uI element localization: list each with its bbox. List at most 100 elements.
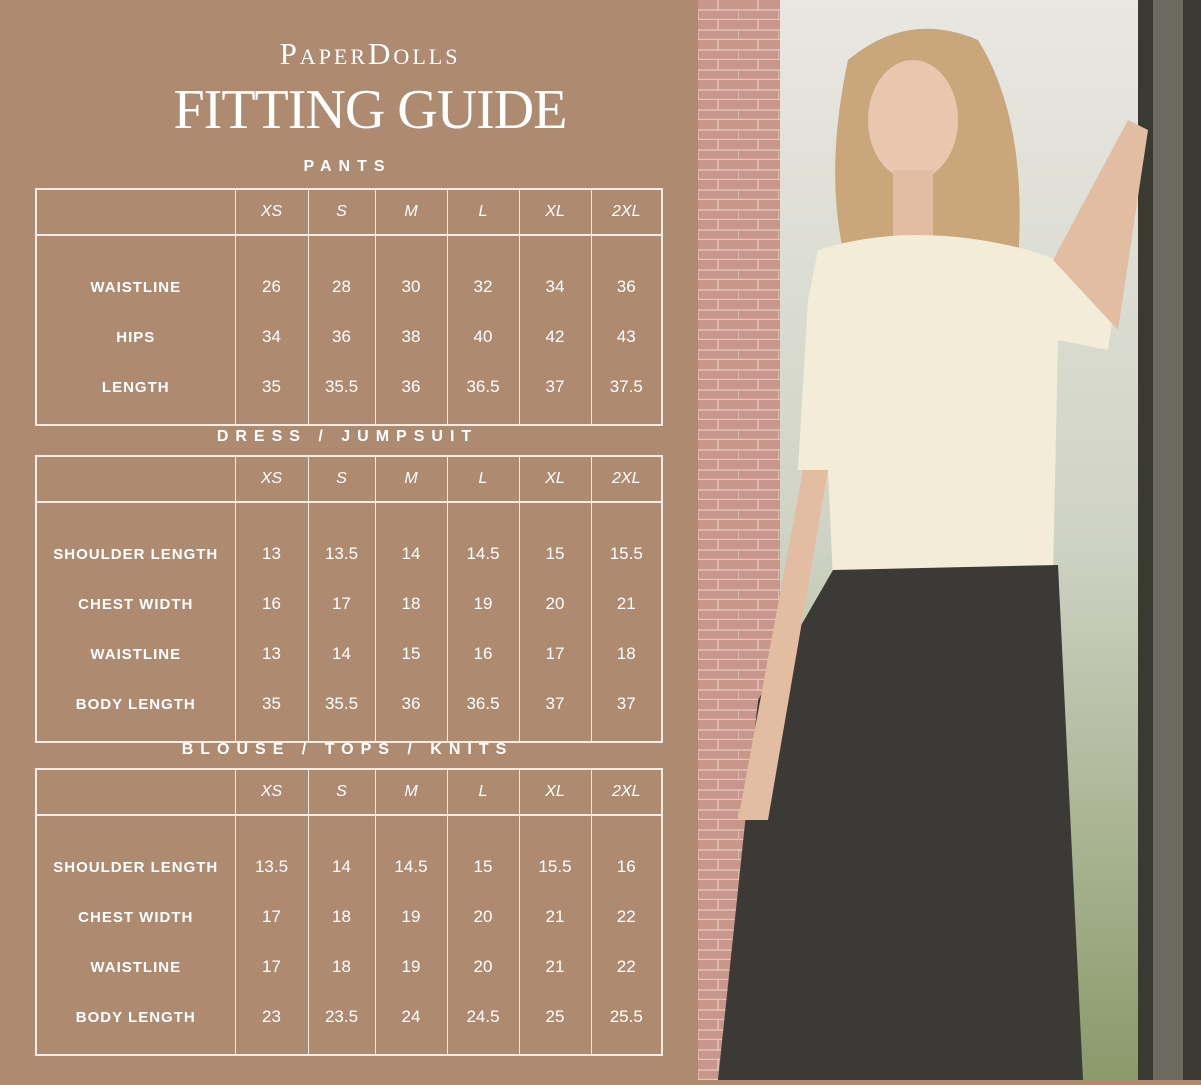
- measurement-value: 19: [446, 579, 519, 629]
- measurement-row: WAISTLINE 13 14 15 16 17 18: [36, 629, 662, 679]
- size-chart-panel: PaperDolls FITTING GUIDE PANTS XS S M L XL 2X…: [35, 36, 663, 1056]
- measurement-value: 15.5: [518, 815, 591, 892]
- measurement-value: 36: [307, 312, 375, 362]
- model-photo: [698, 0, 1201, 1080]
- measurement-value: 34: [234, 312, 308, 362]
- measurement-value: 40: [446, 312, 519, 362]
- measurement-row: BODY LENGTH 23 23.5 24 24.5 25 25.5: [36, 992, 662, 1055]
- measurement-value: 17: [307, 579, 375, 629]
- measurement-value: 24.5: [446, 992, 519, 1055]
- size-header-xs: XS: [234, 189, 308, 236]
- measurement-label: WAISTLINE: [90, 645, 182, 663]
- size-header-row: XS S M L XL 2XL: [36, 456, 662, 503]
- measurement-value: 14.5: [374, 815, 447, 892]
- size-header-l: L: [446, 189, 519, 236]
- measurement-value: 14: [307, 629, 375, 679]
- measurement-value: 21: [590, 579, 662, 629]
- measurement-value: 14.5: [446, 502, 519, 579]
- measurement-value: 17: [234, 892, 308, 942]
- measurement-value: 24: [374, 992, 447, 1055]
- section-title-blouse: BLOUSE / TOPS / KNITS: [181, 741, 514, 758]
- measurement-row: WAISTLINE 17 18 19 20 21 22: [36, 942, 662, 992]
- measurement-label: LENGTH: [101, 378, 170, 396]
- size-header-row: XS S M L XL 2XL: [36, 769, 662, 816]
- measurement-row: BODY LENGTH 35 35.5 36 36.5 37 37: [36, 679, 662, 742]
- brand-logo: PaperDolls: [279, 36, 461, 71]
- measurement-value: 36.5: [446, 362, 519, 425]
- section-title-pants: PANTS: [303, 158, 392, 175]
- measurement-value: 20: [518, 579, 591, 629]
- measurement-value: 30: [374, 235, 447, 312]
- measurement-value: 22: [590, 892, 662, 942]
- measurement-label: HIPS: [116, 328, 156, 346]
- empty-header-cell: [36, 769, 235, 816]
- measurement-value: 32: [446, 235, 519, 312]
- size-header-xl: XL: [518, 189, 591, 236]
- measurement-value: 17: [518, 629, 591, 679]
- measurement-value: 18: [307, 892, 375, 942]
- size-header-row: XS S M L XL 2XL: [36, 189, 662, 236]
- measurement-value: 35: [234, 362, 308, 425]
- measurement-value: 26: [234, 235, 308, 312]
- measurement-value: 25.5: [590, 992, 662, 1055]
- size-header-m: M: [374, 769, 447, 816]
- size-header-m: M: [374, 189, 447, 236]
- size-header-l: L: [446, 456, 519, 503]
- measurement-value: 17: [234, 942, 308, 992]
- measurement-row: CHEST WIDTH 17 18 19 20 21 22: [36, 892, 662, 942]
- measurement-value: 20: [446, 892, 519, 942]
- measurement-value: 22: [590, 942, 662, 992]
- measurement-row: WAISTLINE 26 28 30 32 34 36: [36, 235, 662, 312]
- measurement-value: 15.5: [590, 502, 662, 579]
- measurement-label: BODY LENGTH: [75, 1008, 196, 1026]
- measurement-row: LENGTH 35 35.5 36 36.5 37 37.5: [36, 362, 662, 425]
- measurement-value: 36: [590, 235, 662, 312]
- measurement-label: SHOULDER LENGTH: [53, 858, 219, 876]
- measurement-value: 36: [374, 679, 447, 742]
- size-header-xs: XS: [234, 456, 308, 503]
- size-header-2xl: 2XL: [590, 769, 662, 816]
- empty-header-cell: [36, 456, 235, 503]
- measurement-value: 23.5: [307, 992, 375, 1055]
- measurement-value: 18: [374, 579, 447, 629]
- measurement-value: 36: [374, 362, 447, 425]
- measurement-label: BODY LENGTH: [75, 695, 196, 713]
- measurement-value: 18: [307, 942, 375, 992]
- measurement-value: 19: [374, 942, 447, 992]
- size-header-xs: XS: [234, 769, 308, 816]
- measurement-value: 15: [374, 629, 447, 679]
- measurement-value: 34: [518, 235, 591, 312]
- measurement-label: CHEST WIDTH: [78, 595, 194, 613]
- size-header-2xl: 2XL: [590, 189, 662, 236]
- measurement-value: 35.5: [307, 679, 375, 742]
- measurement-value: 43: [590, 312, 662, 362]
- empty-header-cell: [36, 189, 235, 236]
- size-header-s: S: [307, 456, 375, 503]
- measurement-value: 37.5: [590, 362, 662, 425]
- size-header-s: S: [307, 189, 375, 236]
- measurement-value: 15: [446, 815, 519, 892]
- measurement-row: CHEST WIDTH 16 17 18 19 20 21: [36, 579, 662, 629]
- measurement-value: 37: [590, 679, 662, 742]
- measurement-row: SHOULDER LENGTH 13.5 14 14.5 15 15.5 16: [36, 815, 662, 892]
- measurement-label: WAISTLINE: [90, 278, 182, 296]
- section-title-dress: DRESS / JUMPSUIT: [216, 428, 479, 445]
- measurement-label: CHEST WIDTH: [78, 908, 194, 926]
- measurement-value: 21: [518, 892, 591, 942]
- page-title: FITTING GUIDE: [173, 79, 568, 141]
- measurement-value: 37: [518, 362, 591, 425]
- measurement-value: 14: [307, 815, 375, 892]
- measurement-value: 13: [234, 502, 308, 579]
- measurement-value: 18: [590, 629, 662, 679]
- measurement-value: 14: [374, 502, 447, 579]
- size-header-2xl: 2XL: [590, 456, 662, 503]
- measurement-label: SHOULDER LENGTH: [53, 545, 219, 563]
- size-header-xl: XL: [518, 456, 591, 503]
- measurement-value: 13.5: [307, 502, 375, 579]
- measurement-value: 13.5: [234, 815, 308, 892]
- size-header-l: L: [446, 769, 519, 816]
- measurement-value: 16: [590, 815, 662, 892]
- measurement-value: 15: [518, 502, 591, 579]
- measurement-value: 21: [518, 942, 591, 992]
- measurement-value: 38: [374, 312, 447, 362]
